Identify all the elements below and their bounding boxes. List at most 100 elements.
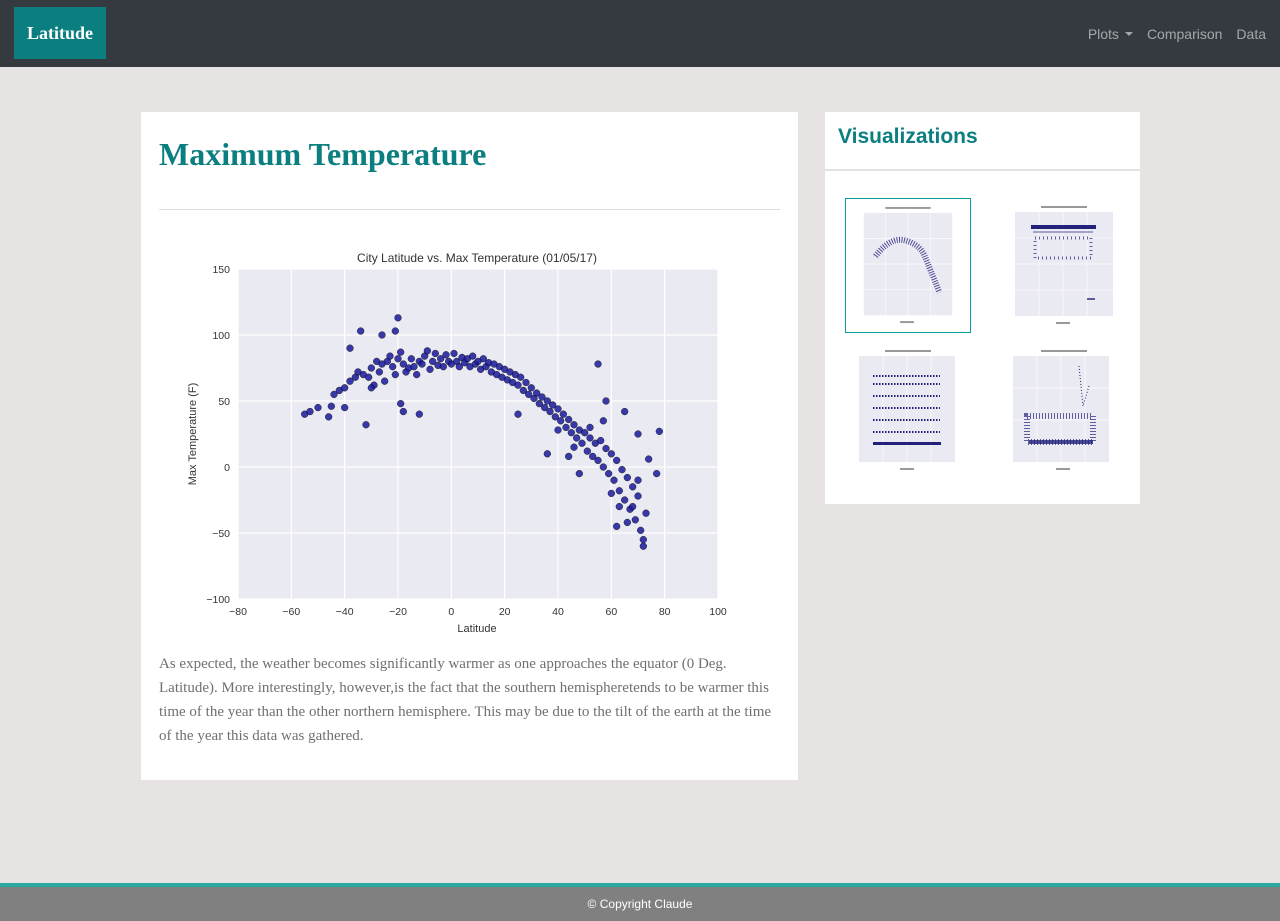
thumbnail-max-temperature[interactable]	[845, 198, 971, 333]
data-point	[394, 314, 402, 322]
data-point	[629, 483, 637, 491]
data-point	[346, 344, 354, 352]
nav-plots-label: Plots	[1087, 25, 1119, 42]
y-tick-label: 100	[212, 330, 230, 342]
data-point	[631, 516, 639, 524]
x-tick-label: 60	[605, 606, 617, 618]
data-point	[442, 351, 450, 359]
x-tick-label: −40	[336, 606, 354, 618]
data-point	[397, 399, 405, 408]
data-point	[594, 456, 602, 465]
x-tick-label: 20	[499, 606, 511, 618]
data-point	[415, 410, 423, 418]
scatter-chart: City Latitude vs. Max Temperature (01/05…	[187, 251, 727, 635]
thumbnail-cloudiness-chart-image	[859, 350, 955, 470]
data-point	[367, 364, 375, 372]
data-point	[399, 407, 407, 416]
x-tick-label: −60	[282, 606, 300, 618]
plot-area	[238, 269, 718, 599]
data-point	[330, 390, 338, 399]
data-point	[575, 469, 583, 478]
data-point	[381, 377, 389, 385]
data-point	[450, 349, 458, 358]
data-point	[639, 542, 647, 550]
data-point	[535, 399, 543, 408]
data-point	[621, 407, 629, 416]
data-point	[389, 363, 397, 371]
x-tick-label: 0	[448, 606, 454, 618]
data-point	[519, 386, 527, 395]
nav-comparison-link[interactable]: Comparison	[1146, 25, 1223, 42]
data-point	[634, 476, 642, 484]
data-point	[399, 360, 407, 368]
data-point	[306, 407, 314, 416]
data-point	[637, 526, 645, 535]
title-divider	[159, 209, 780, 210]
data-point	[533, 389, 541, 397]
data-point	[327, 402, 335, 410]
data-point	[615, 487, 623, 495]
data-point	[391, 327, 399, 335]
y-tick-label: −50	[212, 528, 230, 540]
data-point	[605, 469, 613, 478]
data-point	[413, 370, 421, 379]
data-point	[578, 439, 586, 447]
footer-accent-line	[0, 883, 1280, 887]
data-point	[602, 444, 610, 453]
data-point	[613, 456, 621, 465]
thumbnail-humidity[interactable]	[1001, 198, 1127, 333]
data-point	[610, 476, 618, 484]
data-point	[543, 450, 551, 458]
x-tick-label: 100	[709, 606, 727, 618]
nav-data-link[interactable]: Data	[1236, 25, 1266, 42]
data-point	[423, 347, 431, 355]
data-point	[341, 403, 349, 412]
nav-plots-dropdown[interactable]: Plots	[1088, 26, 1133, 42]
data-point	[567, 429, 575, 437]
data-point	[527, 384, 535, 392]
data-point	[639, 535, 647, 544]
thumbnail-wind-speed[interactable]	[1001, 346, 1127, 481]
tick-labels: −80 −60 −40 −20 0 20 40 60 80 100 −100 −50 0 50 100 150	[206, 264, 727, 618]
data-point	[365, 373, 373, 381]
brand-link[interactable]: Latitude	[14, 7, 106, 59]
data-point	[541, 403, 549, 412]
data-point	[357, 327, 365, 335]
data-point	[607, 450, 615, 458]
data-point	[621, 496, 629, 504]
data-point	[554, 426, 562, 434]
data-point	[586, 434, 594, 442]
data-point	[341, 384, 349, 392]
footer: © Copyright Claude	[0, 887, 1280, 921]
data-point	[455, 363, 463, 371]
data-point	[634, 430, 642, 438]
data-point	[581, 429, 589, 437]
data-point	[653, 469, 661, 478]
data-point	[407, 355, 415, 363]
data-point	[378, 331, 386, 339]
x-tick-label: −20	[389, 606, 407, 618]
y-tick-label: −100	[206, 594, 230, 606]
data-point	[634, 492, 642, 500]
data-point	[562, 423, 570, 432]
y-tick-label: 50	[218, 396, 230, 408]
data-point	[426, 365, 434, 373]
data-point	[629, 502, 637, 511]
data-point	[655, 427, 663, 436]
data-point	[565, 415, 573, 424]
x-axis-label: Latitude	[457, 623, 496, 635]
data-point	[597, 436, 605, 445]
x-tick-label: 80	[659, 606, 671, 618]
data-point	[362, 421, 370, 429]
data-point	[437, 355, 445, 363]
data-point	[469, 352, 477, 360]
data-point	[439, 363, 447, 371]
thumbnail-cloudiness[interactable]	[845, 346, 971, 481]
thumbnail-humidity-chart-image	[1015, 206, 1113, 324]
chart-title: City Latitude vs. Max Temperature (01/05…	[357, 251, 597, 265]
data-point	[615, 502, 623, 511]
data-point	[367, 384, 375, 392]
data-point	[429, 357, 437, 366]
x-tick-label: −80	[229, 606, 247, 618]
data-point	[394, 355, 402, 363]
